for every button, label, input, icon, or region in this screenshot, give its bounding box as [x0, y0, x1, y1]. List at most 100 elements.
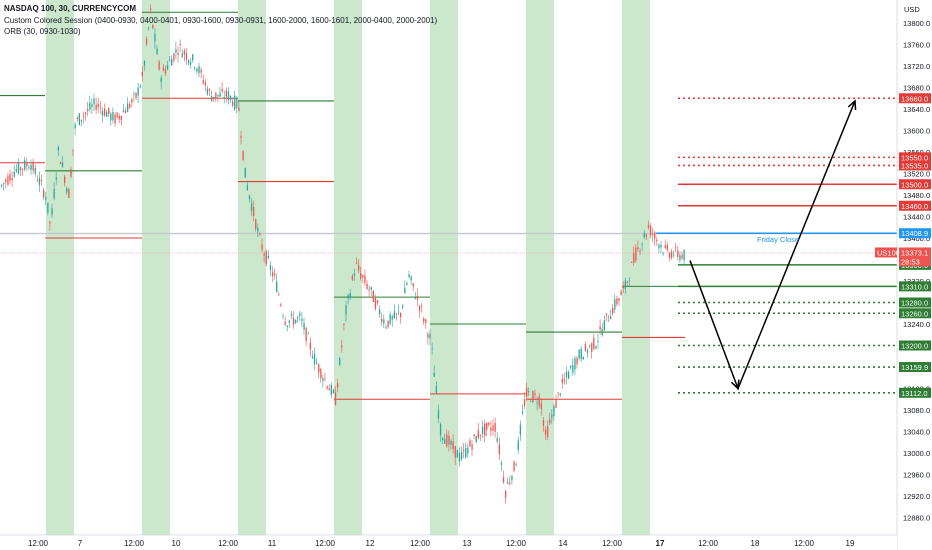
candle-body: [547, 426, 549, 438]
level-price-tag[interactable]: [899, 93, 931, 104]
candle-body: [521, 411, 524, 414]
candle-body: [337, 383, 339, 388]
candle-body: [137, 87, 139, 96]
level-price-tag[interactable]: [899, 179, 931, 190]
session-band: [430, 0, 458, 535]
level-price-tag[interactable]: [899, 340, 931, 351]
level-price-text: 13159.9: [901, 363, 928, 372]
candle-body: [93, 98, 95, 105]
candle-body: [49, 221, 51, 224]
level-price-tag[interactable]: [899, 308, 931, 319]
candle-body: [106, 112, 108, 117]
candle-body: [593, 337, 595, 350]
candle-body: [103, 108, 106, 116]
candle-body: [11, 178, 13, 180]
candle-body: [179, 43, 181, 46]
current-price-text: 13373.1: [901, 248, 928, 257]
price-tick: 13520.0: [903, 170, 930, 179]
candle-body: [261, 244, 263, 250]
orb-indicator-label[interactable]: ORB (30, 0930-1030): [4, 27, 81, 36]
candle-body: [286, 325, 288, 328]
candle-body: [439, 424, 442, 435]
candle-body: [299, 313, 301, 316]
candle-body: [532, 391, 534, 402]
candle-body: [601, 328, 603, 336]
candle-body: [316, 363, 318, 364]
candle-body: [351, 275, 353, 280]
session-indicator-label[interactable]: Custom Colored Session (0400-0930, 0400-…: [4, 16, 438, 25]
level-price-text: 13460.0: [901, 202, 928, 211]
candle-body: [465, 448, 467, 458]
price-axis[interactable]: 13800.0 13760.0 13720.0 13680.0 13640.0 13600…: [875, 0, 932, 550]
candle-body: [61, 162, 64, 167]
symbol-tag[interactable]: [875, 247, 897, 258]
candle-body: [498, 444, 500, 455]
candle-body: [307, 333, 309, 335]
projection-arrow[interactable]: [689, 99, 857, 391]
candle-body: [22, 168, 24, 170]
candle-body: [572, 365, 574, 373]
price-tick: 13080.0: [903, 406, 930, 415]
candle-body: [120, 115, 122, 121]
orb-lines: [0, 11, 685, 400]
candle-body: [135, 92, 137, 99]
time-tick: 11: [268, 539, 277, 548]
candle-body: [51, 208, 53, 215]
candle-body: [492, 425, 494, 431]
time-tick: 10: [172, 539, 181, 548]
candle-body: [473, 434, 475, 437]
time-axis[interactable]: 12:00 7 12:00 10 12:00 11 12:00 12 12:00 13 12:00 1…: [0, 534, 897, 550]
candle-body: [347, 295, 349, 299]
candle-body: [30, 164, 32, 170]
candle-body: [152, 24, 154, 29]
level-price-tag[interactable]: [899, 228, 931, 239]
candle-body: [236, 98, 238, 109]
candle-body: [99, 107, 101, 109]
candle-body: [433, 372, 435, 377]
candle-body: [660, 244, 662, 248]
level-price-tag[interactable]: [899, 297, 931, 308]
candle-body: [360, 273, 362, 279]
candle-body: [654, 232, 656, 239]
level-price-tag[interactable]: [899, 362, 931, 373]
candle-body: [192, 54, 194, 61]
candle-body: [559, 393, 561, 396]
price-tick: 13400.0: [903, 234, 930, 243]
candle-body: [479, 434, 482, 436]
candle-body: [582, 356, 584, 360]
candle-body: [82, 115, 85, 117]
time-tick: 12:00: [28, 539, 49, 548]
candle-body: [624, 280, 626, 289]
candle-body: [477, 430, 479, 439]
candle-body: [213, 96, 215, 99]
candle-body: [223, 97, 225, 99]
candle-body: [9, 173, 11, 181]
candle-body: [410, 276, 412, 281]
level-price-text: 13408.9: [901, 229, 928, 238]
time-tick: 12:00: [315, 539, 336, 548]
symbol-title[interactable]: NASDAQ 100, 30, CURRENCYCOM: [4, 4, 137, 13]
candle-body: [530, 401, 532, 402]
current-price-tag[interactable]: [899, 247, 931, 267]
session-band: [622, 0, 650, 535]
level-price-tag[interactable]: [899, 160, 931, 171]
currency-label: USD: [904, 5, 920, 14]
candle-body: [70, 169, 72, 177]
price-tick: 13440.0: [903, 213, 930, 222]
grid-lines: [0, 233, 897, 254]
candle-body: [166, 65, 169, 70]
level-price-tag[interactable]: [899, 387, 931, 398]
level-price-tag[interactable]: [899, 152, 931, 163]
candle-body: [553, 405, 555, 416]
candle-body: [635, 247, 637, 261]
level-price-tag[interactable]: [899, 200, 931, 211]
candle-body: [662, 252, 664, 254]
candle-body: [557, 392, 559, 394]
candle-body: [570, 365, 572, 368]
candle-body: [59, 162, 62, 165]
level-price-tag[interactable]: [899, 281, 931, 292]
candle-body: [610, 316, 612, 320]
candle-body: [330, 384, 332, 395]
candle-body: [637, 247, 639, 250]
